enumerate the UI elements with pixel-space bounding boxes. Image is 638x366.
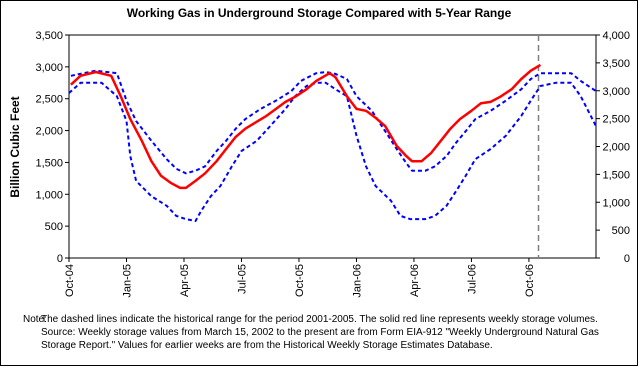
y-tick-label: 3,500 [35,30,63,42]
note-label: Note: [23,314,47,325]
x-tick-label: Oct-06 [524,264,536,297]
y2-tick-label: 3,500 [602,58,630,70]
y2-tick-label: 2,500 [602,114,630,126]
y-tick-label: 1,500 [35,157,63,169]
y-tick-label: 2,500 [35,94,63,106]
y-tick-label: 0 [57,253,63,265]
plot-area [68,34,597,259]
y-tick-label: 3,000 [35,62,63,74]
x-tick-label: Oct-05 [294,264,306,297]
chart-title: Working Gas in Underground Storage Compa… [127,6,512,20]
range-line [68,81,597,222]
y2-tick-label: 4,000 [602,30,630,42]
y2-tick-label: 1,000 [602,197,630,209]
storage-line [70,63,542,190]
x-tick-label: Oct-04 [64,264,76,297]
x-tick-label: Apr-06 [409,264,421,297]
x-tick-label: Jul-06 [466,264,478,294]
y2-tick-label: 0 [624,253,630,265]
x-tick-label: Apr-05 [179,264,191,297]
y-axis-title: Billion Cubic Feet [8,96,22,197]
note: Note: The dashed lines indicate the hist… [23,313,626,352]
x-tick-label: Jan-06 [351,264,363,298]
y2-tick-label: 500 [612,225,630,237]
x-tick-label: Jan-05 [121,264,133,298]
y2-tick-label: 1,500 [602,169,630,181]
y2-tick-label: 2,000 [602,142,630,154]
y-tick-label: 500 [45,221,63,233]
chart: Working Gas in Underground Storage Compa… [8,6,630,298]
note-text: The dashed lines indicate the historical… [41,314,599,351]
y2-tick-label: 3,000 [602,86,630,98]
y-tick-label: 1,000 [35,189,63,201]
y-tick-label: 2,000 [35,126,63,138]
range-line [70,69,597,175]
x-tick-label: Jul-05 [236,264,248,294]
